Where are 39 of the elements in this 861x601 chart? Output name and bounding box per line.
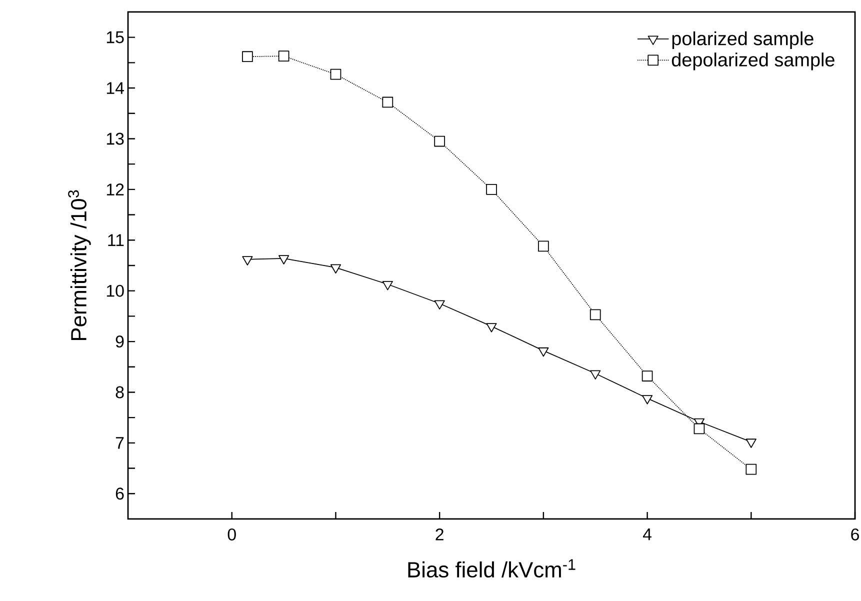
point (242, 51, 253, 62)
point (382, 96, 394, 108)
point (486, 323, 497, 332)
point (746, 464, 757, 475)
x-tick-label: 4 (642, 528, 652, 540)
x-tick-label: 2 (436, 528, 444, 540)
point (278, 255, 290, 264)
point (434, 300, 445, 310)
legend-label: polarized sample (672, 31, 814, 50)
x-axis-title: Bias field /kVcm$^{-1}$ (408, 559, 576, 578)
point (538, 347, 549, 357)
point (538, 240, 549, 252)
point (434, 136, 446, 147)
y-axis-title: Permittivity /10$^{3}$ (68, 190, 91, 340)
point (590, 309, 601, 320)
point (694, 423, 705, 434)
point (382, 281, 393, 290)
point (590, 370, 601, 380)
y-tick-label: 13 (106, 132, 124, 145)
y-tick-label: 8 (116, 386, 124, 398)
x-tick-label: 0 (228, 528, 236, 540)
point (486, 184, 497, 195)
point (330, 68, 342, 80)
legend-label: depolarized sample (672, 52, 834, 70)
y-tick-label: 12 (106, 184, 124, 196)
y-tick-label: 7 (116, 437, 124, 449)
y-tick-label: 14 (106, 82, 124, 94)
point (746, 438, 756, 448)
point (330, 264, 342, 274)
point (642, 395, 653, 404)
point (642, 370, 653, 382)
point (278, 50, 290, 62)
y-tick-label: 10 (106, 284, 124, 297)
y-tick-label: 9 (116, 336, 124, 348)
y-tick-label: 6 (116, 488, 124, 500)
y-tick-label: 15 (106, 31, 124, 44)
point (242, 256, 253, 266)
y-tick-label: 11 (108, 234, 124, 246)
x-tick-label: 6 (851, 528, 859, 540)
